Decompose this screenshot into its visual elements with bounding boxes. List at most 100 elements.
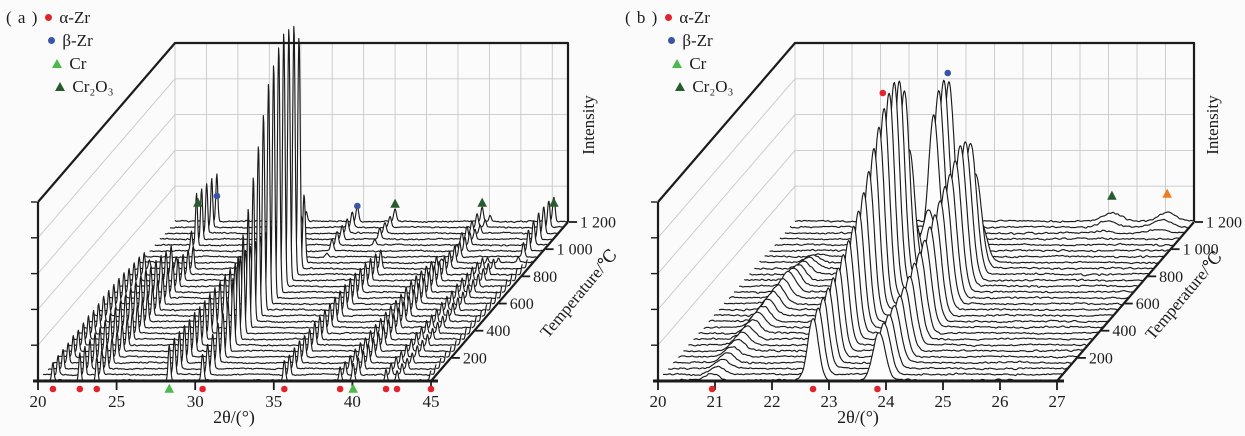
phase-marker-Cr₂O₃ bbox=[549, 197, 559, 207]
xrd-curve bbox=[42, 337, 437, 377]
xrd-curve bbox=[93, 146, 488, 318]
phase-marker-Cr bbox=[348, 383, 358, 393]
panel-label-a: ( a ) bbox=[6, 8, 39, 27]
xrd-curve bbox=[144, 226, 538, 259]
x-tick-label: 35 bbox=[265, 392, 282, 411]
temperature-axis-line bbox=[430, 221, 569, 382]
phase-marker-α-Zr bbox=[393, 385, 401, 393]
xrd-curves bbox=[37, 25, 569, 383]
left-wall-gridline bbox=[37, 185, 176, 346]
panel-a-intensity-axis-title: Intensity bbox=[579, 95, 598, 155]
phase-marker-Cr bbox=[164, 383, 175, 393]
left-wall-gridline bbox=[657, 150, 796, 310]
xrd-curve-fill bbox=[784, 90, 1184, 235]
xrd-curve-fill bbox=[175, 174, 568, 223]
xrd-curve bbox=[83, 208, 478, 329]
phase-marker-β-Zr bbox=[354, 202, 361, 210]
left-wall-gridline bbox=[657, 185, 796, 346]
xrd-curve bbox=[154, 192, 548, 247]
xrd-curve bbox=[663, 307, 1063, 377]
xrd-curve bbox=[174, 173, 569, 224]
x-tick-label: 22 bbox=[764, 392, 781, 411]
x-tick-label: 24 bbox=[878, 392, 896, 411]
temperature-axis-line bbox=[1056, 221, 1195, 382]
xrd-curve bbox=[789, 79, 1190, 229]
phase-marker-α-Zr bbox=[76, 385, 84, 393]
panel-b-intensity-axis-title: Intensity bbox=[1203, 95, 1222, 155]
legend-label-cr2o3: Cr₂O₃ bbox=[72, 77, 114, 96]
phase-marker-Cr₂O₃ bbox=[477, 197, 487, 207]
grid-lines bbox=[37, 43, 568, 346]
left-wall-gridline bbox=[657, 78, 796, 239]
phase-marker-α-Zr bbox=[427, 385, 435, 393]
temperature-tick-label: 600 bbox=[1136, 296, 1160, 313]
legend-label-cr: Cr bbox=[689, 54, 707, 73]
x-tick-label: 40 bbox=[344, 392, 361, 411]
plot-frame-front bbox=[33, 202, 569, 383]
xrd-curve bbox=[164, 183, 558, 235]
xrd-curves bbox=[657, 79, 1195, 383]
legend-item-alpha-zr: α-Zr bbox=[665, 6, 733, 29]
xrd-curve bbox=[129, 25, 523, 276]
xrd-curve bbox=[784, 90, 1184, 235]
xrd-curve-fill bbox=[119, 34, 513, 288]
temperature-tick-label: 200 bbox=[1089, 350, 1113, 367]
intensity-axis-ticks bbox=[651, 201, 657, 346]
xrd-curve bbox=[169, 178, 564, 229]
legend-item-alpha-zr: α-Zr bbox=[45, 6, 113, 29]
temperature-tick-label: 1 000 bbox=[1183, 242, 1219, 259]
xrd-curve bbox=[58, 312, 452, 359]
xrd-curve bbox=[149, 225, 543, 253]
xrd-curve bbox=[124, 29, 518, 282]
phase-marker-β-Zr bbox=[944, 69, 952, 77]
temperature-tick-label: 1 200 bbox=[580, 215, 616, 232]
beta-zr-dot-icon bbox=[668, 37, 676, 44]
temperature-tick-label: 1 000 bbox=[557, 242, 593, 259]
xrd-curve bbox=[68, 278, 462, 347]
legend-panel-a: ( a ) α-Zr β-Zr Cr Cr₂O₃ bbox=[6, 6, 114, 98]
legend-item-cr2o3: Cr₂O₃ bbox=[55, 75, 114, 98]
phase-marker-β-Zr bbox=[213, 192, 221, 200]
plot-frame-back bbox=[657, 41, 1196, 222]
xrd-curve bbox=[668, 297, 1068, 371]
frame-back-edges bbox=[37, 41, 570, 222]
temperature-tick-label: 400 bbox=[486, 323, 510, 340]
x-tick-label: 25 bbox=[935, 392, 952, 411]
x-tick-label: 21 bbox=[707, 392, 724, 411]
panel-label-b: ( b ) bbox=[625, 8, 659, 27]
legend-label-cr: Cr bbox=[69, 54, 87, 73]
phase-markers bbox=[49, 192, 559, 393]
temperature-tick-label: 1 200 bbox=[1206, 215, 1242, 232]
xrd-curve bbox=[118, 33, 513, 288]
xrd-curve bbox=[73, 255, 468, 341]
x-tick-label: 25 bbox=[108, 392, 125, 411]
left-wall-gridline bbox=[37, 78, 176, 239]
phase-marker-α-Zr bbox=[93, 385, 101, 393]
xrd-curve bbox=[139, 194, 533, 265]
temperature-tick-label: 800 bbox=[533, 269, 557, 286]
panel-b-x-axis-title: 2θ/(°) bbox=[837, 407, 879, 428]
phase-marker-α-Zr bbox=[281, 385, 288, 393]
cr-triangle-icon bbox=[52, 59, 63, 68]
xrd-curve bbox=[103, 84, 498, 306]
phase-marker-α-Zr bbox=[809, 385, 817, 393]
phase-marker-unknown bbox=[1162, 188, 1173, 198]
xrd-curve bbox=[52, 322, 447, 365]
phase-marker-α-Zr bbox=[336, 385, 344, 393]
xrd-curve-fill bbox=[789, 80, 1189, 229]
legend-label-alpha-zr: α-Zr bbox=[679, 8, 710, 27]
xrd-curve bbox=[114, 47, 508, 294]
frame-back-edges bbox=[657, 41, 1196, 222]
left-wall-gridline bbox=[657, 114, 796, 274]
legend-item-beta-zr: β-Zr bbox=[668, 29, 733, 52]
phase-marker-Cr₂O₃ bbox=[390, 198, 400, 208]
plot-frame-front bbox=[653, 202, 1195, 383]
phase-marker-α-Zr bbox=[879, 89, 887, 97]
legend-item-cr: Cr bbox=[672, 52, 733, 75]
phase-marker-α-Zr bbox=[199, 385, 206, 393]
x-tick-label: 27 bbox=[1049, 392, 1067, 411]
legend-label-beta-zr: β-Zr bbox=[682, 31, 713, 50]
